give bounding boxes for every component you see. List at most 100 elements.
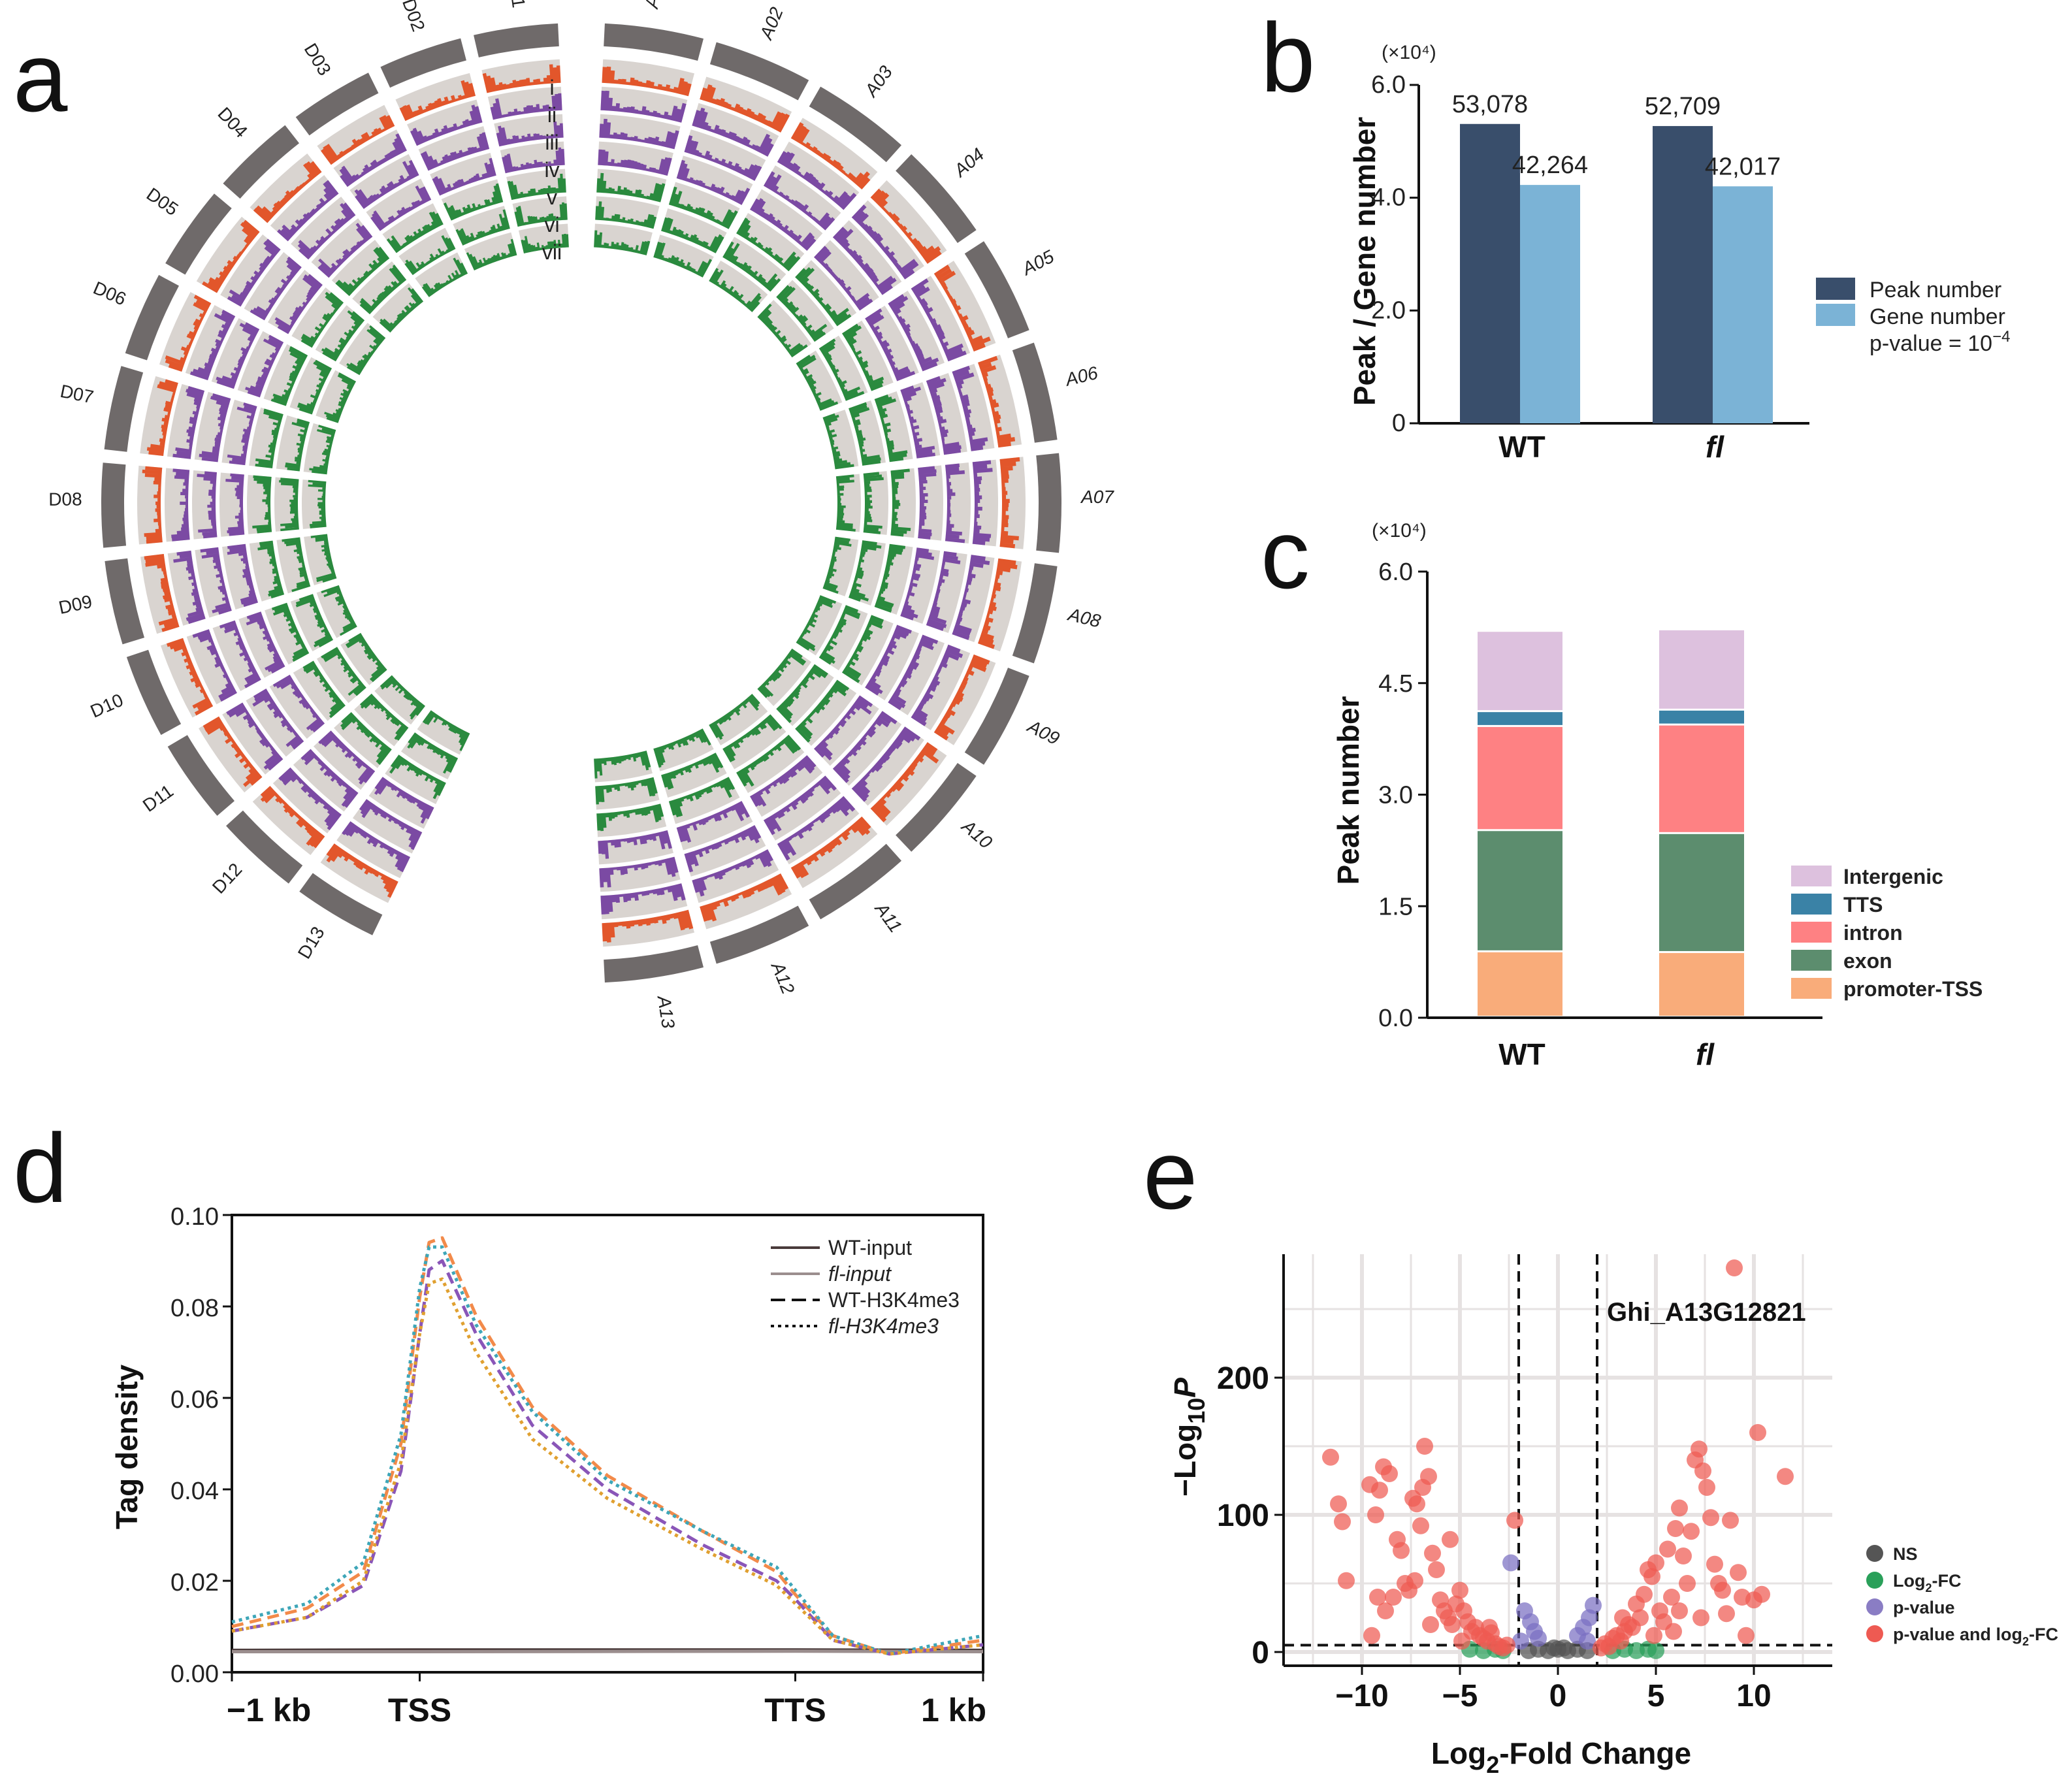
track-background bbox=[212, 620, 261, 691]
track-signal bbox=[595, 777, 658, 805]
e-point-sig bbox=[1322, 1448, 1339, 1466]
track-background bbox=[668, 182, 740, 229]
track-background bbox=[598, 141, 673, 176]
track-signal bbox=[197, 471, 218, 539]
track-signal bbox=[653, 728, 711, 768]
track-signal bbox=[282, 537, 311, 592]
e-x-tick-label: −5 bbox=[1442, 1679, 1478, 1713]
track-background bbox=[676, 801, 753, 850]
track-signal bbox=[252, 475, 272, 534]
e-point-sig bbox=[1659, 1540, 1676, 1558]
e-x-tick-label: 0 bbox=[1549, 1679, 1567, 1713]
track-background bbox=[757, 300, 812, 358]
c-segment-exon bbox=[1478, 831, 1562, 950]
chromosome-D12 bbox=[226, 810, 303, 884]
track-background bbox=[272, 767, 342, 834]
d-line-fl-input bbox=[232, 1649, 984, 1653]
track-signal bbox=[795, 267, 852, 327]
e-legend-label: p-value and log2-FC bbox=[1893, 1625, 2058, 1648]
track-background bbox=[832, 220, 902, 295]
track-background bbox=[140, 376, 178, 457]
e-point-sig bbox=[1444, 1616, 1461, 1633]
track-signal bbox=[978, 558, 1018, 649]
track-signal bbox=[598, 830, 672, 859]
c-legend-swatch bbox=[1791, 978, 1832, 999]
track-background bbox=[790, 816, 878, 888]
e-point-sig bbox=[1777, 1468, 1794, 1485]
track-label-vi: vi bbox=[544, 213, 559, 236]
track-background bbox=[757, 648, 812, 706]
track-signal bbox=[225, 473, 245, 536]
d-line-fl-h3k4me3-rep2 bbox=[231, 1277, 984, 1656]
track-background bbox=[313, 730, 376, 790]
track-signal bbox=[851, 204, 919, 280]
track-signal bbox=[308, 479, 327, 528]
track-signal bbox=[952, 365, 988, 451]
chromosome-label: D12 bbox=[208, 859, 246, 898]
track-signal bbox=[890, 468, 911, 537]
track-signal bbox=[421, 257, 468, 297]
track-background bbox=[220, 234, 281, 307]
d-y-tick-label: 0.08 bbox=[170, 1295, 219, 1322]
chromosome-label: A12 bbox=[767, 958, 799, 997]
track-background bbox=[933, 261, 996, 352]
track-signal bbox=[709, 694, 760, 740]
track-background bbox=[841, 320, 894, 391]
track-background bbox=[336, 821, 410, 879]
track-background bbox=[316, 585, 357, 638]
track-background bbox=[244, 251, 302, 321]
track-signal bbox=[926, 376, 962, 455]
track-signal bbox=[219, 620, 261, 688]
chromosome-label: A04 bbox=[949, 144, 988, 182]
track-background bbox=[320, 843, 398, 903]
chromosome-D09 bbox=[105, 558, 145, 645]
track-signal bbox=[359, 799, 423, 850]
track-signal bbox=[796, 355, 839, 411]
e-point-sig bbox=[1647, 1554, 1664, 1572]
track-background bbox=[196, 216, 260, 293]
track-background bbox=[334, 712, 392, 768]
track-signal bbox=[736, 218, 801, 272]
e-point-sig bbox=[1377, 1602, 1394, 1619]
track-signal bbox=[271, 602, 310, 662]
track-signal bbox=[865, 308, 916, 381]
track-signal bbox=[346, 325, 386, 376]
track-signal bbox=[490, 93, 562, 120]
track-background bbox=[349, 154, 419, 209]
track-signal bbox=[165, 295, 212, 372]
track-signal bbox=[455, 209, 510, 246]
track-background bbox=[398, 227, 456, 276]
track-background bbox=[291, 197, 356, 260]
track-background bbox=[790, 118, 878, 190]
track-background bbox=[795, 260, 857, 327]
track-signal bbox=[602, 66, 692, 97]
track-signal bbox=[246, 611, 285, 674]
track-background bbox=[249, 540, 285, 602]
chromosome-label: A09 bbox=[1024, 715, 1063, 749]
track-signal bbox=[297, 202, 356, 260]
track-signal bbox=[521, 233, 569, 253]
track-background bbox=[333, 129, 407, 187]
e-point-sig bbox=[1381, 1465, 1398, 1482]
track-signal bbox=[321, 585, 357, 636]
c-segment-tts bbox=[1659, 710, 1744, 724]
chromosome-D08 bbox=[101, 462, 127, 548]
track-background bbox=[311, 218, 373, 278]
e-point-sig bbox=[1428, 1561, 1445, 1578]
chromosome-A09 bbox=[964, 668, 1029, 765]
c-y-tick-label: 6.0 bbox=[1378, 559, 1413, 586]
e-point-sig bbox=[1498, 1636, 1515, 1654]
track-signal bbox=[260, 786, 325, 849]
chromosome-A11 bbox=[809, 843, 902, 920]
track-signal bbox=[835, 474, 856, 532]
track-signal bbox=[295, 594, 334, 648]
track-background bbox=[796, 350, 843, 411]
d-line-wt-h3k4me3-rep1 bbox=[231, 1236, 984, 1656]
track-signal bbox=[918, 466, 937, 540]
d-x-tick-label: TTS bbox=[764, 1692, 826, 1728]
c-segment-intron bbox=[1659, 725, 1744, 832]
track-label-v: v bbox=[547, 186, 557, 209]
c-segment-exon bbox=[1659, 834, 1744, 951]
chromosome-A12 bbox=[709, 905, 809, 964]
track-background bbox=[222, 702, 283, 775]
